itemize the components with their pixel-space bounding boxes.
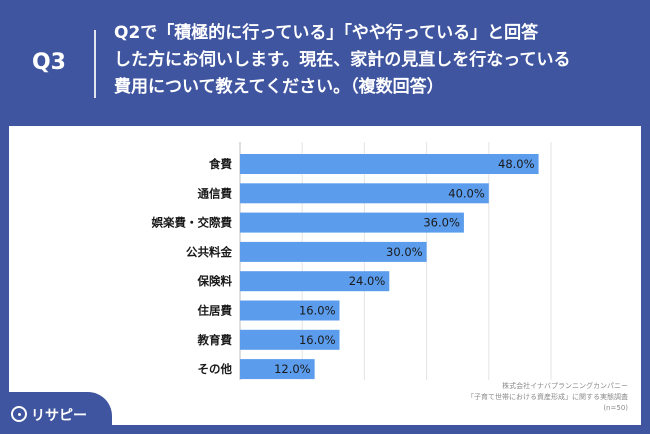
category-label: 娯楽費・交際費	[152, 216, 233, 230]
category-label: その他	[198, 362, 233, 376]
data-label: 48.0%	[498, 157, 535, 171]
question-line-1: Q2で「積極的に行っている」「やや行っている」と回答	[114, 23, 539, 43]
category-label: 住居費	[198, 304, 233, 318]
data-label: 36.0%	[423, 216, 460, 230]
bar	[240, 241, 427, 262]
logo-text: リサピー	[31, 408, 87, 424]
logo-icon	[11, 406, 27, 422]
category-label: 通信費	[198, 186, 233, 200]
data-label: 30.0%	[386, 245, 423, 259]
bar	[240, 359, 315, 380]
question-line-2: した方にお伺いします。現在、家計の見直しを行なっている	[114, 50, 571, 70]
brand-logo: リサピー	[0, 392, 112, 434]
data-label: 12.0%	[274, 362, 311, 376]
category-label: 保険料	[197, 274, 233, 288]
question-line-3: 費用について教えてください。（複数回答）	[114, 77, 444, 97]
data-label: 40.0%	[448, 186, 485, 200]
question-header: Q3 Q2で「積極的に行っている」「やや行っている」と回答 した方にお伺いします…	[0, 0, 650, 126]
category-label: 食費	[209, 157, 232, 171]
question-text: Q2で「積極的に行っている」「やや行っている」と回答 した方にお伺いします。現在…	[114, 20, 634, 101]
data-label: 16.0%	[299, 304, 336, 318]
category-label: 教育費	[197, 333, 233, 347]
bar	[240, 300, 340, 321]
bar	[240, 329, 340, 350]
source-survey: 「子育て世帯における資産形成」に関する実態調査	[467, 393, 628, 401]
bar	[240, 154, 539, 174]
bar	[240, 212, 464, 233]
data-label: 24.0%	[349, 274, 386, 288]
category-label: 公共料金	[186, 245, 232, 259]
header-divider	[94, 30, 96, 98]
question-number: Q3	[31, 50, 66, 75]
data-label: 16.0%	[299, 333, 336, 347]
bar	[240, 183, 489, 204]
bar	[240, 271, 390, 292]
source-company: 株式会社イナバプランニングカンパニー	[502, 382, 628, 390]
source-sample-size: (n=50)	[603, 404, 628, 412]
source-note: 株式会社イナバプランニングカンパニー 「子育て世帯における資産形成」に関する実態…	[328, 381, 628, 414]
